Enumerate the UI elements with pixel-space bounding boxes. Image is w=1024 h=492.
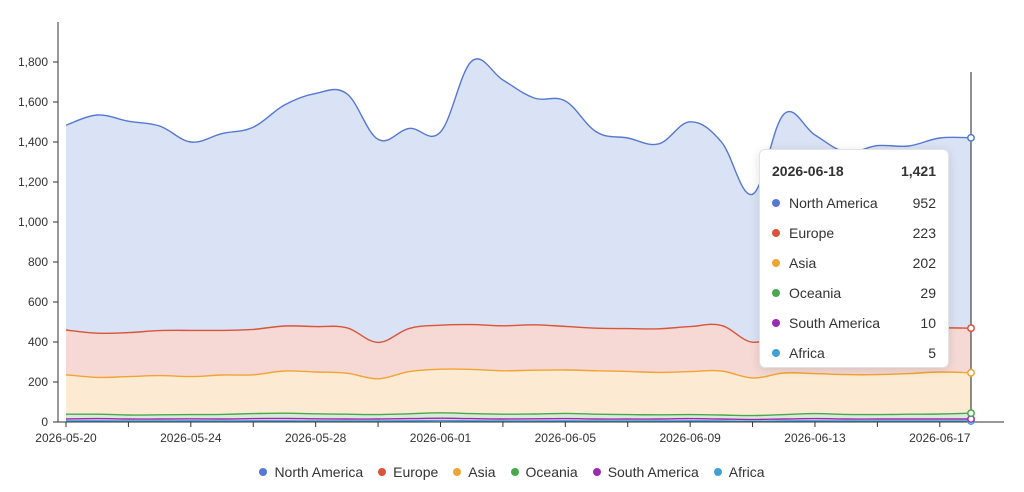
y-ticks: 0 200 400 600 800 1,000 1,200 1,400 1,600 1,800 xyxy=(18,55,58,429)
tooltip-row-value: 29 xyxy=(920,285,936,301)
tooltip-row-value: 223 xyxy=(912,225,936,241)
line-oceania xyxy=(65,412,972,417)
y-tick-label: 1,000 xyxy=(18,215,48,229)
legend-label: Oceania xyxy=(525,464,578,480)
y-tick-label: 600 xyxy=(28,295,48,309)
legend-item-europe[interactable]: Europe xyxy=(378,464,438,480)
x-tick-label: 2026-06-09 xyxy=(659,431,721,445)
oceania-legend-dot-icon xyxy=(510,468,519,476)
tooltip-row-north-america: North America 952 xyxy=(772,188,936,218)
legend-label: Europe xyxy=(393,464,439,480)
line-north-america xyxy=(65,58,972,195)
legend-item-asia[interactable]: Asia xyxy=(453,464,496,480)
legend-item-north-america[interactable]: North America xyxy=(259,464,363,480)
legend-item-oceania[interactable]: Oceania xyxy=(510,464,578,480)
area-north-america xyxy=(66,58,971,343)
tooltip-row-oceania: Oceania 29 xyxy=(772,278,936,308)
africa-legend-dot-icon xyxy=(713,468,722,476)
tooltip-row-label: North America xyxy=(789,195,878,211)
asia-legend-dot-icon xyxy=(453,468,462,476)
tooltip-row-label: Africa xyxy=(789,345,825,361)
y-tick-label: 0 xyxy=(41,415,48,429)
hover-point-europe xyxy=(967,324,975,333)
line-africa xyxy=(65,419,971,422)
south-america-dot-icon xyxy=(772,319,780,327)
hover-points xyxy=(967,133,975,425)
y-tick-label: 1,600 xyxy=(18,95,48,109)
tooltip-row-europe: Europe 223 xyxy=(772,218,936,248)
chart-tooltip: 2026-06-18 1,421 North America 952 Europ… xyxy=(759,149,949,368)
area-layers xyxy=(66,58,971,422)
x-tick-label: 2026-06-01 xyxy=(410,431,472,445)
legend-label: Africa xyxy=(728,464,765,480)
legend-item-africa[interactable]: Africa xyxy=(713,464,765,480)
tooltip-row-value: 10 xyxy=(920,315,936,331)
y-tick-label: 1,800 xyxy=(18,55,48,69)
line-asia xyxy=(65,368,972,380)
x-tick-label: 2026-06-17 xyxy=(909,431,971,445)
x-tick-label: 2026-06-05 xyxy=(535,431,597,445)
tooltip-row-label: Europe xyxy=(789,225,835,241)
north-america-legend-dot-icon xyxy=(259,468,268,476)
area-europe xyxy=(66,324,971,379)
tooltip-row-africa: Africa 5 xyxy=(772,338,936,368)
europe-legend-dot-icon xyxy=(378,468,387,476)
tooltip-row-value: 5 xyxy=(928,345,936,361)
tooltip-total: 1,421 xyxy=(900,163,936,179)
x-tick-label: 2026-05-20 xyxy=(35,431,97,445)
hover-point-north-america xyxy=(967,133,975,142)
tooltip-row-value: 952 xyxy=(912,195,936,211)
asia-dot-icon xyxy=(772,259,780,267)
tooltip-row-label: Oceania xyxy=(789,285,842,301)
north-america-dot-icon xyxy=(772,199,780,207)
tooltip-row-asia: Asia 202 xyxy=(772,248,936,278)
x-ticks: 2026-05-20 2026-05-24 2026-05-28 2026-06-01… xyxy=(35,422,971,445)
y-tick-label: 400 xyxy=(28,335,48,349)
tooltip-row-label: South America xyxy=(789,315,881,331)
x-tick-label: 2026-05-28 xyxy=(285,431,347,445)
y-tick-label: 200 xyxy=(28,375,48,389)
y-tick-label: 800 xyxy=(28,255,48,269)
area-oceania xyxy=(66,412,971,420)
line-south-america xyxy=(65,417,971,421)
europe-dot-icon xyxy=(772,229,780,237)
x-tick-label: 2026-05-24 xyxy=(160,431,222,445)
legend-label: North America xyxy=(274,464,364,480)
south-america-legend-dot-icon xyxy=(592,468,601,476)
africa-dot-icon xyxy=(772,349,780,357)
tooltip-row-south-america: South America 10 xyxy=(772,308,936,338)
oceania-dot-icon xyxy=(772,289,780,297)
tooltip-row-label: Asia xyxy=(789,255,817,271)
y-tick-label: 1,400 xyxy=(18,135,48,149)
hover-point-oceania xyxy=(967,409,975,418)
tooltip-row-value: 202 xyxy=(912,255,936,271)
chart-legend: North America Europe Asia Oceania South … xyxy=(0,462,1024,482)
x-tick-label: 2026-06-13 xyxy=(784,431,846,445)
legend-label: Asia xyxy=(468,464,496,480)
area-asia xyxy=(66,369,971,416)
legend-label: South America xyxy=(607,464,699,480)
y-tick-label: 1,200 xyxy=(18,175,48,189)
tooltip-date: 2026-06-18 xyxy=(772,163,844,179)
hover-point-asia xyxy=(967,368,975,377)
tooltip-header: 2026-06-18 1,421 xyxy=(772,160,936,182)
legend-item-south-america[interactable]: South America xyxy=(592,464,699,480)
